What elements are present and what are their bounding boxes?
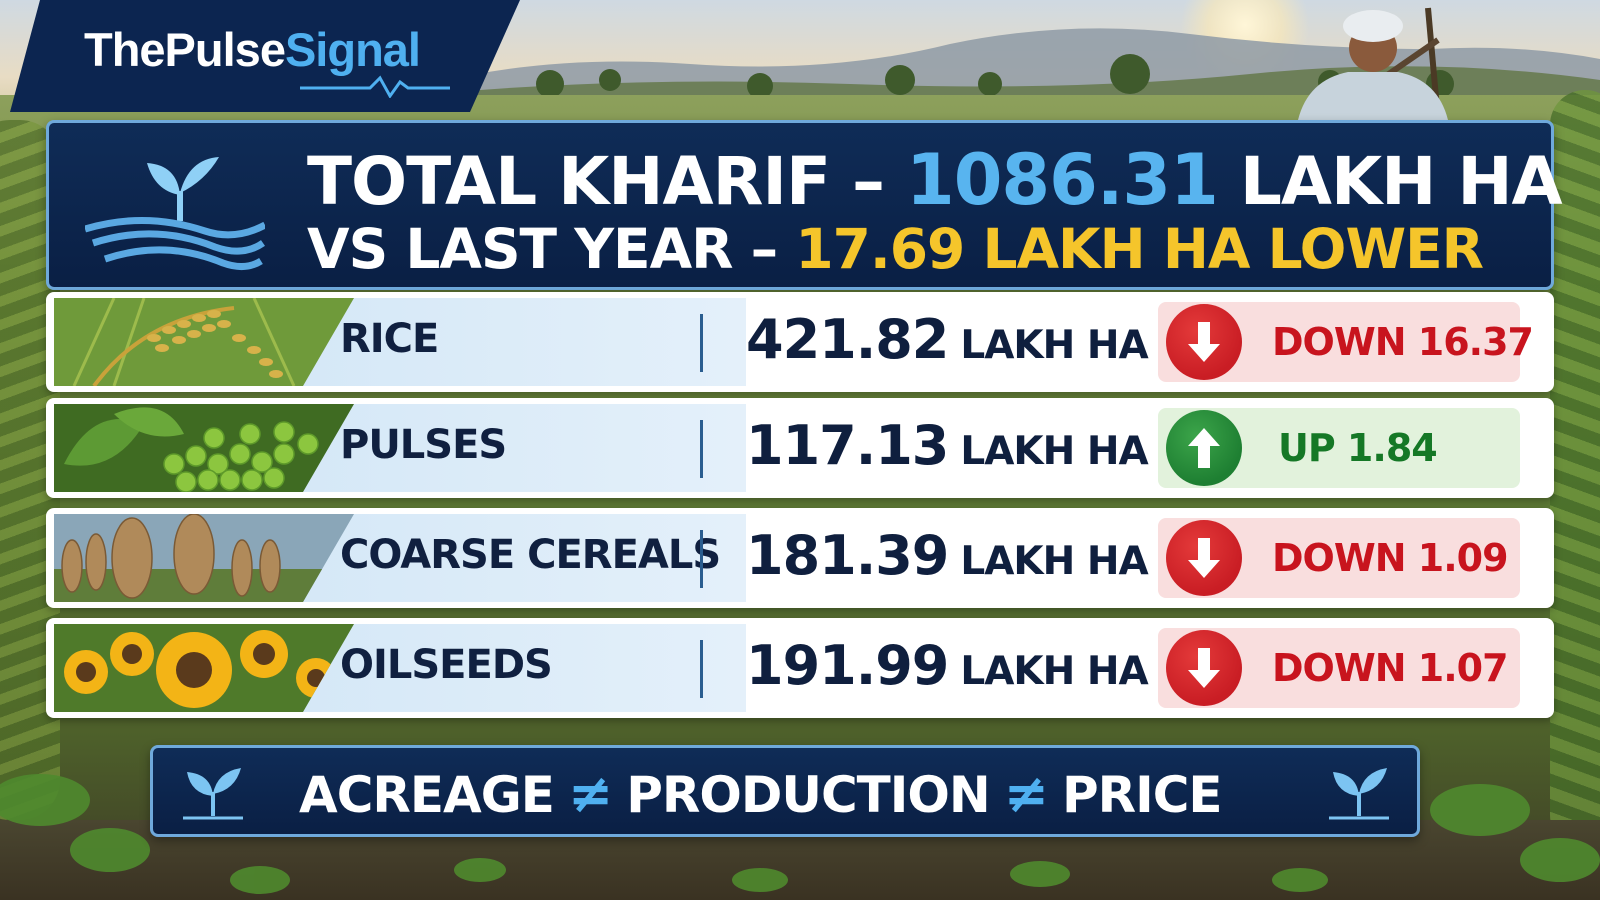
headline-total-value: 1086.31 <box>906 139 1219 221</box>
crop-name: OILSEEDS <box>340 642 553 688</box>
farmer-figure <box>1298 7 1448 120</box>
crop-area: 191.99 LAKH HA <box>746 634 1149 697</box>
crop-area: 117.13 LAKH HA <box>746 414 1149 477</box>
footer-word-price: PRICE <box>1061 766 1223 824</box>
crop-area-value: 181.39 <box>746 524 949 587</box>
divider <box>700 530 703 588</box>
change-badge-up: UP 1.84 <box>1158 408 1520 488</box>
divider <box>700 420 703 478</box>
arrow-down-icon <box>1166 520 1242 596</box>
crop-label-background <box>296 404 746 492</box>
crop-label-background <box>296 514 746 602</box>
distant-hills <box>430 28 1600 104</box>
arrow-up-icon <box>1166 410 1242 486</box>
sprout-icon <box>183 768 243 820</box>
crop-area: 421.82 LAKH HA <box>746 308 1149 371</box>
sprout-icon <box>1329 768 1389 820</box>
pulses-photo <box>54 404 354 492</box>
foreground-leaves-right <box>1550 90 1600 850</box>
crop-row-oilseeds: OILSEEDS 191.99 LAKH HA DOWN 1.07 <box>46 618 1554 718</box>
crop-name: RICE <box>340 316 439 362</box>
headline-comparison: VS LAST YEAR – 17.69 LAKH HA LOWER <box>307 217 1484 281</box>
brand-logo[interactable]: ThePulseSignal <box>84 22 421 77</box>
crop-row-pulses: PULSES 117.13 LAKH HA UP 1.84 <box>46 398 1554 498</box>
not-equal-symbol: ≠ <box>1003 762 1049 825</box>
pulse-line-icon <box>300 75 450 98</box>
seedlings <box>0 774 1600 894</box>
crop-area-value: 191.99 <box>746 634 949 697</box>
logo-banner <box>10 0 520 112</box>
crop-name: COARSE CEREALS <box>340 532 721 578</box>
arrow-down-icon <box>1166 304 1242 380</box>
brand-name-part1: ThePulse <box>84 23 286 76</box>
crop-area: 181.39 LAKH HA <box>746 524 1149 587</box>
footer-word-acreage: ACREAGE <box>299 766 555 824</box>
change-text: UP 1.84 <box>1278 426 1438 470</box>
divider <box>700 640 703 698</box>
headline-total-suffix: LAKH HA <box>1217 143 1563 220</box>
crop-area-unit: LAKH HA <box>960 323 1148 368</box>
change-text: DOWN 1.07 <box>1272 646 1509 690</box>
not-equal-symbol: ≠ <box>567 762 613 825</box>
change-text: DOWN 16.37 <box>1272 320 1534 364</box>
change-badge-down: DOWN 1.07 <box>1158 628 1520 708</box>
sprout-field-icon <box>85 157 265 270</box>
change-badge-down: DOWN 1.09 <box>1158 518 1520 598</box>
crop-name: PULSES <box>340 422 507 468</box>
headline-comparison-prefix: VS LAST YEAR – <box>307 217 796 281</box>
divider <box>700 314 703 372</box>
brand-name-part2: Signal <box>284 23 421 76</box>
crop-label-background <box>296 298 746 386</box>
change-text: DOWN 1.09 <box>1272 536 1509 580</box>
coarse-cereals-photo <box>54 514 354 602</box>
headline-banner: TOTAL KHARIF – 1086.31 LAKH HA VS LAST Y… <box>46 120 1563 290</box>
footer-slogan: ACREAGE ≠ PRODUCTION ≠ PRICE <box>299 762 1223 825</box>
headline-total-prefix: TOTAL KHARIF – <box>307 143 907 220</box>
arrow-down-icon <box>1166 630 1242 706</box>
footer-banner: ACREAGE ≠ PRODUCTION ≠ PRICE <box>150 745 1420 837</box>
crop-area-unit: LAKH HA <box>960 429 1148 474</box>
headline-total: TOTAL KHARIF – 1086.31 LAKH HA <box>307 139 1563 221</box>
crop-area-unit: LAKH HA <box>960 649 1148 694</box>
change-badge-down: DOWN 16.37 <box>1158 302 1534 382</box>
crop-area-value: 117.13 <box>746 414 949 477</box>
crop-area-value: 421.82 <box>746 308 949 371</box>
oilseeds-photo <box>54 624 354 712</box>
crop-area-unit: LAKH HA <box>960 539 1148 584</box>
footer-word-production: PRODUCTION <box>626 766 991 824</box>
crop-label-background <box>296 624 746 712</box>
crop-row-coarse-cereals: COARSE CEREALS 181.39 LAKH HA DOWN 1.09 <box>46 508 1554 608</box>
headline-comparison-value: 17.69 LAKH HA LOWER <box>795 217 1484 281</box>
crop-row-rice: RICE 421.82 LAKH HA DOWN 16.37 <box>46 292 1554 392</box>
rice-photo <box>54 298 354 386</box>
